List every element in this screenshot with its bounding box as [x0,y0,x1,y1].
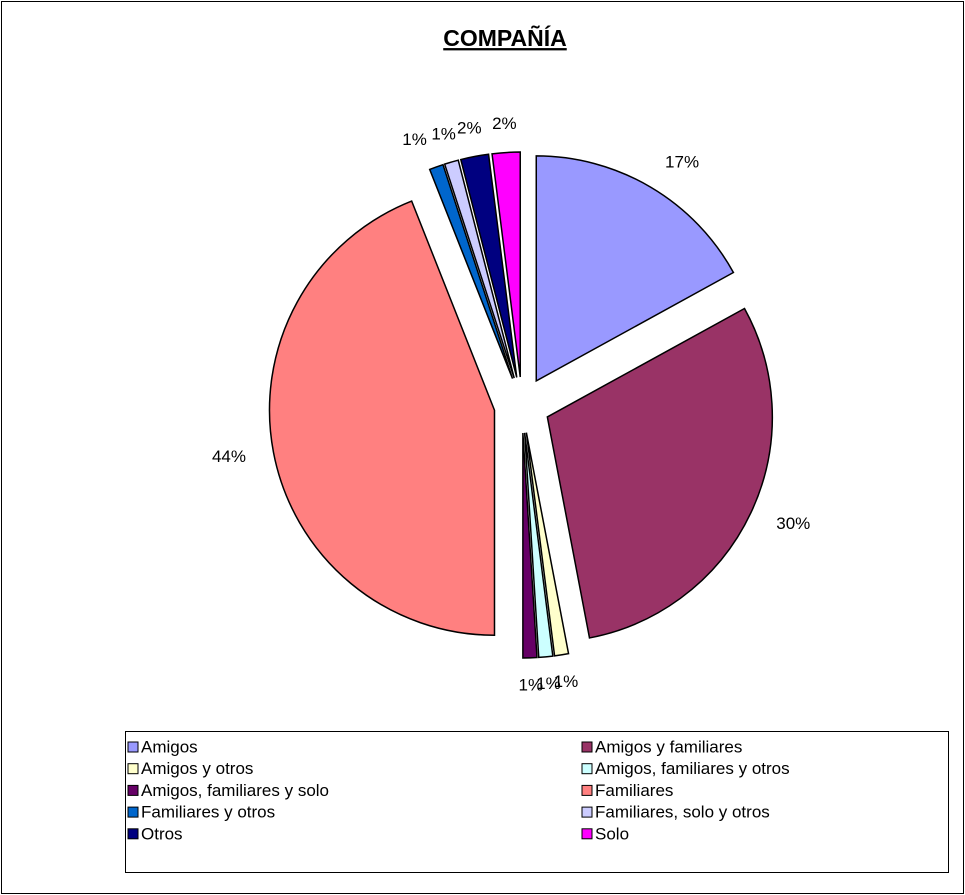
legend-swatch [581,763,593,775]
data-label: 2% [457,118,482,137]
data-label: 2% [492,114,517,133]
data-label: 1% [402,130,427,149]
data-label: 30% [776,514,810,533]
pie-slice [522,432,538,659]
legend-label: Familiares [595,781,673,800]
legend-label: Amigos y otros [141,759,253,778]
data-label: 17% [665,153,699,172]
legend-swatch [127,741,139,753]
pie-slice [525,432,570,657]
legend-label: Amigos [141,737,198,756]
legend-swatch [127,763,139,775]
legend-swatch [127,806,139,818]
legend-box [125,731,949,873]
legend-label: Amigos, familiares y otros [595,759,790,778]
pie-slice [535,155,735,383]
legend-swatch [127,828,139,840]
legend-swatch [581,828,593,840]
legend-label: Otros [141,824,183,843]
pie-slice [428,163,514,379]
data-label: 1% [536,674,561,693]
legend-swatch [127,784,139,796]
data-label: 1% [431,125,456,144]
data-label: 1% [519,675,544,694]
legend-label: Amigos, familiares y solo [141,781,329,800]
legend-swatch [581,784,593,796]
pie-slice [268,200,496,636]
pie-slice [443,159,515,379]
legend-label: Solo [595,824,629,843]
pie-slice [459,153,518,378]
pie-slice [523,432,554,659]
legend-swatch [581,741,593,753]
legend-swatch [581,806,593,818]
legend-label: Amigos y familiares [595,737,742,756]
legend-label: Familiares, solo y otros [595,803,770,822]
data-label: 44% [212,447,246,466]
data-label: 1% [554,672,579,691]
pie-slice [546,307,774,639]
legend-label: Familiares y otros [141,803,275,822]
pie-slice [491,151,521,378]
chart-title: COMPAÑÍA [443,24,567,51]
